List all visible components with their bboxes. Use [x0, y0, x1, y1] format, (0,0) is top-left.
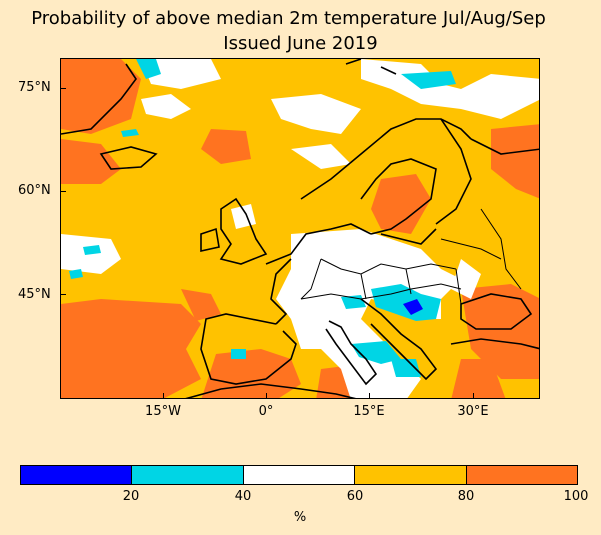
- lon-tick-0: [266, 393, 267, 399]
- lon-label-15w: 15°W: [145, 404, 181, 419]
- lat-label-45: 45°N: [18, 287, 51, 302]
- colorbar-label-20: 20: [123, 489, 140, 504]
- lat-tick-60: [60, 191, 66, 192]
- colorbar-segment: [355, 466, 466, 484]
- lat-tick-45: [60, 294, 66, 295]
- colorbar-segment: [244, 466, 355, 484]
- colorbar-label-60: 60: [347, 489, 364, 504]
- lon-tick-30e: [473, 393, 474, 399]
- colorbar-segment: [132, 466, 243, 484]
- chart-title: Probability of above median 2m temperatu…: [0, 8, 589, 30]
- colorbar-segment: [21, 466, 132, 484]
- colorbar-segment: [467, 466, 577, 484]
- colorbar-label-80: 80: [458, 489, 475, 504]
- probability-map: [60, 58, 540, 399]
- map-svg: [61, 59, 540, 399]
- lon-tick-15w: [163, 393, 164, 399]
- lon-label-15e: 15°E: [353, 404, 384, 419]
- lon-tick-15e: [369, 393, 370, 399]
- colorbar: [20, 465, 578, 485]
- colorbar-label-100: 100: [564, 489, 589, 504]
- lat-label-60: 60°N: [18, 183, 51, 198]
- chart-subtitle: Issued June 2019: [0, 33, 601, 55]
- lat-label-75: 75°N: [18, 80, 51, 95]
- colorbar-label-40: 40: [235, 489, 252, 504]
- lon-label-30e: 30°E: [457, 404, 488, 419]
- lon-label-0: 0°: [259, 404, 274, 419]
- lat-tick-75: [60, 88, 66, 89]
- colorbar-unit: %: [294, 510, 306, 525]
